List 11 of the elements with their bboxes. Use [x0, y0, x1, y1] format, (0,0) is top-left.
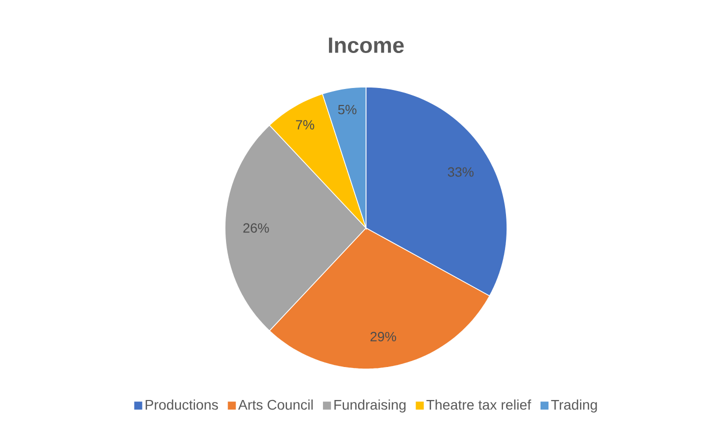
legend-label: Trading	[551, 399, 597, 413]
legend-label: Arts Council	[238, 399, 313, 410]
data-label: 7%	[296, 120, 314, 130]
data-label: 29%	[370, 332, 396, 342]
chart-title: Income	[328, 38, 404, 53]
data-label: 5%	[338, 104, 356, 114]
legend-label: Theatre tax relief	[426, 399, 532, 410]
data-label: 33%	[448, 167, 474, 177]
legend-label: Fundraising	[334, 399, 406, 413]
data-label: 26%	[243, 223, 269, 233]
legend-label: Productions	[146, 399, 218, 410]
